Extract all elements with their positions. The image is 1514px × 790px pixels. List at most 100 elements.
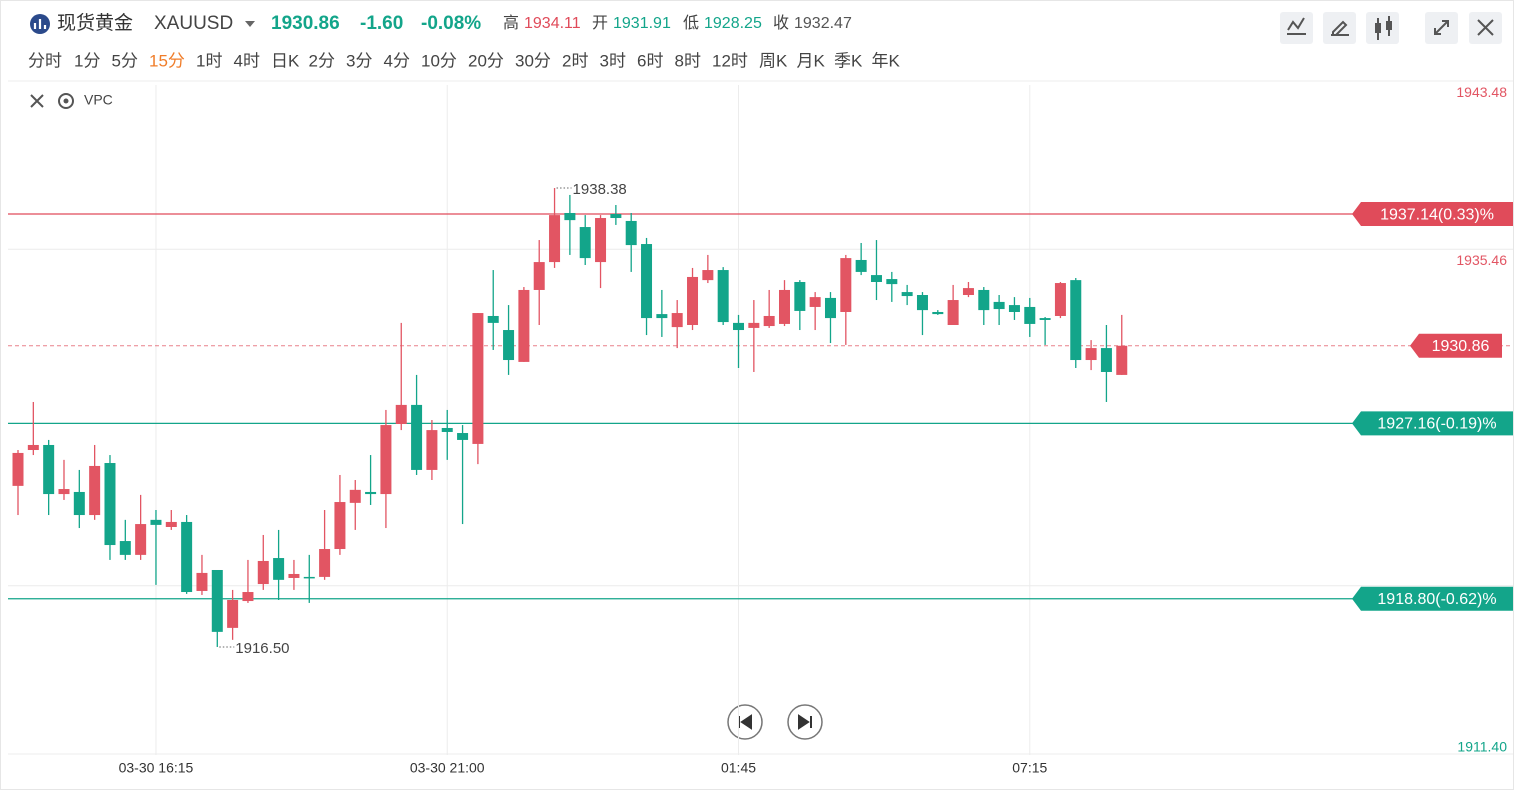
candle-body (779, 289, 790, 324)
candle-body (595, 218, 607, 263)
candle-body (426, 430, 438, 470)
candle-body (257, 560, 269, 585)
candle-body (978, 289, 990, 311)
interval-tab[interactable]: 4时 (234, 51, 260, 70)
grid (8, 80, 1513, 755)
candle-body (73, 491, 85, 516)
candle-body (656, 314, 668, 319)
candle-body (27, 444, 39, 451)
candle-body (58, 489, 70, 495)
next-icon (798, 714, 812, 730)
interval-tab[interactable]: 10分 (421, 51, 457, 70)
indicator-settings-core (63, 98, 69, 104)
candle-body (518, 289, 530, 362)
dropdown-arrow[interactable] (245, 21, 255, 27)
candle-body (441, 427, 453, 432)
candle-body (549, 215, 561, 263)
price-tag-label: 1930.86 (1432, 338, 1490, 355)
tool-button[interactable] (1366, 12, 1399, 44)
interval-tab[interactable]: 5分 (112, 51, 138, 70)
interval-tab[interactable]: 20分 (468, 51, 504, 70)
candle-body (533, 262, 545, 290)
candle-body (1024, 306, 1036, 324)
interval-tab[interactable]: 周K (759, 51, 788, 70)
candle-body (809, 297, 821, 307)
candle-body (947, 300, 959, 325)
candle-body (411, 404, 423, 470)
candle-body (993, 301, 1005, 310)
tool-icon (1375, 23, 1381, 33)
candle-body (748, 322, 760, 328)
interval-tab[interactable]: 季K (834, 51, 863, 70)
interval-tab[interactable]: 3时 (600, 51, 626, 70)
candle-body (717, 270, 729, 323)
change-pct: -0.08% (421, 13, 481, 34)
tool-icon (1287, 17, 1306, 35)
tool-button[interactable] (1323, 12, 1356, 44)
interval-tab[interactable]: 日K (271, 51, 300, 70)
candle-body (1008, 305, 1020, 312)
candle-body (870, 275, 882, 282)
symbol-code[interactable]: XAUUSD (154, 13, 233, 34)
interval-tab[interactable]: 年K (872, 51, 901, 70)
candle-body (43, 444, 55, 495)
tool-icon (1477, 19, 1494, 36)
candle-body (181, 521, 193, 593)
symbol-name: 现货黄金 (57, 12, 133, 34)
candle-body (794, 281, 806, 311)
candle-body (196, 572, 208, 591)
tool-button[interactable] (1280, 12, 1313, 44)
candle-body (1070, 280, 1082, 361)
interval-tab[interactable]: 15分 (149, 51, 185, 70)
x-tick-label: 07:15 (1012, 760, 1047, 776)
stat-value: 1932.47 (794, 15, 852, 32)
indicator-close[interactable] (30, 94, 44, 108)
indicator-settings[interactable] (58, 93, 74, 109)
candle-body (763, 315, 775, 327)
interval-tab[interactable]: 1时 (196, 51, 222, 70)
candle-body (824, 297, 836, 319)
x-tick-label: 03-30 21:00 (410, 760, 485, 776)
tool-icon (1386, 21, 1392, 30)
candle-body (901, 292, 913, 297)
interval-tab[interactable]: 4分 (384, 51, 410, 70)
candle-body (349, 489, 361, 503)
interval-tab[interactable]: 12时 (712, 51, 748, 70)
interval-tab[interactable]: 8时 (675, 51, 701, 70)
interval-tab[interactable]: 2分 (309, 51, 335, 70)
candle-body (702, 270, 714, 281)
candle-body (503, 330, 515, 361)
candle-body (303, 576, 315, 579)
stat-label: 收 (773, 14, 789, 32)
candle-body (334, 502, 346, 550)
candle-body (641, 244, 653, 319)
interval-tab[interactable]: 2时 (562, 51, 588, 70)
candle-body (472, 313, 484, 444)
candle-body (610, 214, 622, 219)
annotation-label: 1916.50 (235, 640, 289, 657)
candle-body (886, 279, 898, 285)
candle-body (211, 569, 223, 632)
candle-body (625, 220, 637, 246)
interval-tab[interactable]: 月K (797, 51, 826, 70)
interval-tab[interactable]: 3分 (346, 51, 372, 70)
interval-tab[interactable]: 30分 (515, 51, 551, 70)
candle-body (165, 521, 177, 527)
candle-body (150, 519, 162, 525)
candle-body (457, 433, 469, 440)
interval-tab[interactable]: 分时 (28, 51, 62, 70)
price: 1930.86 (271, 13, 340, 34)
candle-body (487, 315, 499, 323)
candle-body (671, 313, 683, 328)
price-tag (1352, 411, 1513, 436)
interval-tab[interactable]: 1分 (74, 51, 100, 70)
candle-body (365, 491, 377, 495)
candle-body (273, 558, 285, 580)
x-tick-label: 01:45 (721, 760, 756, 776)
price-tag (1352, 202, 1513, 227)
y-tick-label: 1935.46 (1456, 252, 1507, 268)
interval-tab[interactable]: 6时 (637, 51, 663, 70)
candle-body (288, 573, 300, 578)
